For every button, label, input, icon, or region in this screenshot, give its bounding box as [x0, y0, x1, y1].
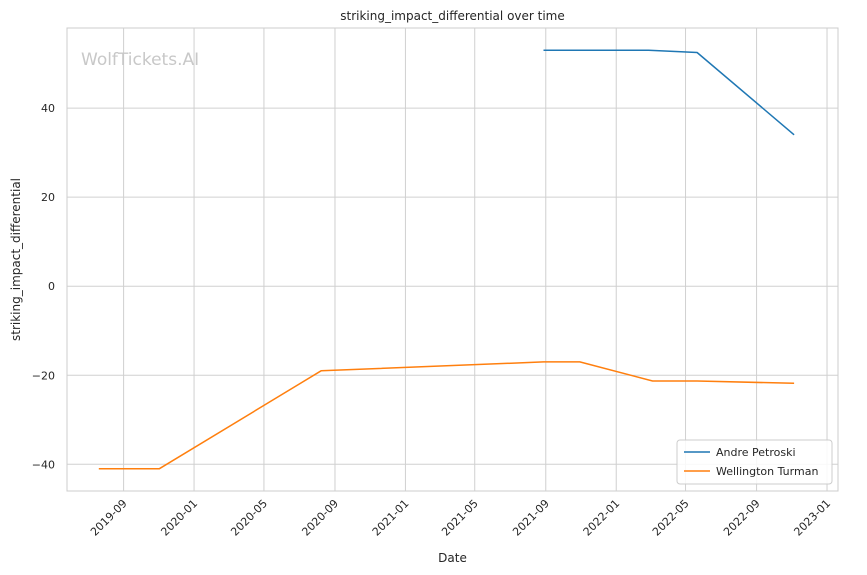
x-tick-label: 2022-05 [650, 497, 692, 539]
x-tick-label: 2020-05 [228, 497, 270, 539]
grid-lines [67, 28, 838, 491]
legend-label-wellington-turman: Wellington Turman [716, 465, 818, 478]
y-tick-label: 0 [48, 280, 55, 293]
watermark: WolfTickets.AI [81, 50, 199, 70]
x-tick-label: 2022-01 [581, 497, 623, 539]
y-tick-label: −20 [32, 369, 55, 382]
x-tick-label: 2021-01 [370, 497, 412, 539]
series-group [98, 49, 795, 470]
x-tick-label: 2020-09 [299, 497, 341, 539]
series-line-wellington-turman [98, 361, 795, 470]
x-tick-labels: 2019-09 2020-01 2020-05 2020-09 2021-01 2021-… [88, 497, 833, 539]
series-line-andre-petroski [543, 49, 795, 136]
x-tick-label: 2023-01 [791, 497, 833, 539]
plot-area [66, 27, 839, 492]
x-axis-label: Date [438, 551, 467, 565]
chart-title: striking_impact_differential over time [340, 9, 565, 23]
y-tick-label: −40 [32, 458, 55, 471]
y-tick-labels: −40 −20 0 20 40 [32, 102, 55, 471]
y-tick-label: 20 [41, 191, 55, 204]
y-axis-label: striking_impact_differential [9, 178, 23, 341]
legend: Andre Petroski Wellington Turman [676, 439, 833, 485]
x-tick-label: 2021-05 [439, 497, 481, 539]
legend-label-andre-petroski: Andre Petroski [716, 446, 796, 459]
x-tick-label: 2021-09 [510, 497, 552, 539]
legend-box [676, 439, 833, 485]
x-tick-label: 2019-09 [88, 497, 130, 539]
x-tick-label: 2022-09 [721, 497, 763, 539]
x-tick-label: 2020-01 [158, 497, 200, 539]
y-tick-label: 40 [41, 102, 55, 115]
